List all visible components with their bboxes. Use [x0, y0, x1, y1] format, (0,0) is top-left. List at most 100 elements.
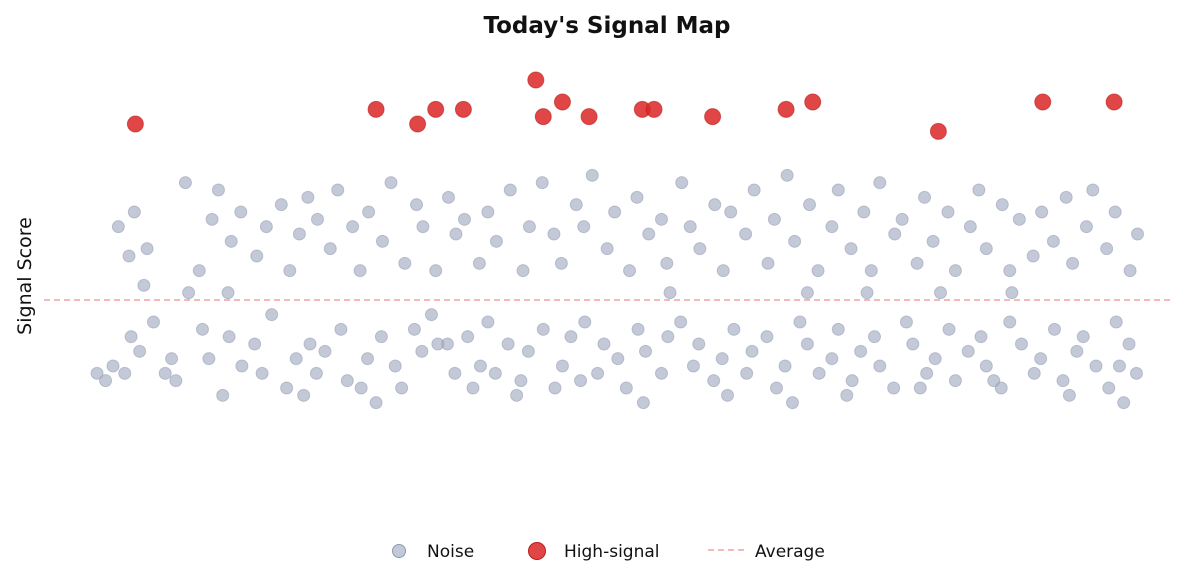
- noise-point: [660, 256, 674, 270]
- noise-point: [803, 198, 817, 212]
- legend-noise-marker: [392, 544, 406, 558]
- high-signal-point: [409, 115, 427, 133]
- noise-point: [429, 264, 443, 278]
- high-signal-point: [645, 100, 663, 118]
- noise-point: [265, 308, 279, 322]
- noise-point: [1129, 366, 1143, 380]
- noise-point: [577, 220, 591, 234]
- noise-point: [375, 234, 389, 248]
- noise-point: [1117, 396, 1131, 410]
- high-signal-point: [1034, 93, 1052, 111]
- noise-point: [1014, 337, 1028, 351]
- high-signal-point: [553, 93, 571, 111]
- noise-point: [424, 308, 438, 322]
- noise-point: [182, 286, 196, 300]
- noise-point: [416, 220, 430, 234]
- noise-point: [864, 264, 878, 278]
- noise-point: [860, 286, 874, 300]
- noise-point: [831, 183, 845, 197]
- noise-point: [831, 322, 845, 336]
- noise-point: [472, 256, 486, 270]
- noise-point: [221, 286, 235, 300]
- noise-point: [693, 242, 707, 256]
- noise-point: [1046, 234, 1060, 248]
- noise-point: [569, 198, 583, 212]
- noise-point: [481, 315, 495, 329]
- noise-point: [466, 381, 480, 395]
- noise-point: [415, 344, 429, 358]
- noise-point: [340, 374, 354, 388]
- noise-point: [974, 330, 988, 344]
- noise-point: [740, 366, 754, 380]
- noise-point: [844, 242, 858, 256]
- noise-point: [407, 322, 421, 336]
- noise-point: [778, 359, 792, 373]
- noise-point: [1034, 352, 1048, 366]
- noise-point: [354, 381, 368, 395]
- noise-point: [854, 344, 868, 358]
- noise-point: [873, 176, 887, 190]
- legend-average-label: Average: [755, 542, 825, 562]
- noise-point: [111, 220, 125, 234]
- high-signal-point: [454, 100, 472, 118]
- noise-point: [845, 374, 859, 388]
- noise-point: [895, 212, 909, 226]
- noise-point: [398, 256, 412, 270]
- noise-point: [793, 315, 807, 329]
- noise-point: [1122, 337, 1136, 351]
- noise-point: [90, 366, 104, 380]
- noise-point: [259, 220, 273, 234]
- high-signal-point: [704, 108, 722, 126]
- noise-point: [961, 344, 975, 358]
- noise-point: [707, 374, 721, 388]
- noise-point: [489, 234, 503, 248]
- noise-point: [250, 249, 264, 263]
- noise-point: [1109, 315, 1123, 329]
- noise-point: [146, 315, 160, 329]
- noise-point: [995, 198, 1009, 212]
- noise-point: [137, 278, 151, 292]
- noise-point: [222, 330, 236, 344]
- noise-point: [211, 183, 225, 197]
- legend-high-signal-marker: [528, 542, 546, 560]
- noise-point: [918, 190, 932, 204]
- noise-point: [608, 205, 622, 219]
- noise-point: [686, 359, 700, 373]
- noise-point: [1076, 330, 1090, 344]
- noise-point: [585, 168, 599, 182]
- noise-point: [724, 205, 738, 219]
- high-signal-point: [580, 108, 598, 126]
- noise-point: [374, 330, 388, 344]
- noise-point: [297, 388, 311, 402]
- noise-point: [473, 359, 487, 373]
- noise-point: [449, 227, 463, 241]
- noise-point: [574, 374, 588, 388]
- noise-point: [292, 227, 306, 241]
- noise-point: [747, 183, 761, 197]
- noise-point: [280, 381, 294, 395]
- noise-point: [941, 205, 955, 219]
- noise-point: [255, 366, 269, 380]
- noise-point: [1112, 359, 1126, 373]
- noise-point: [522, 220, 536, 234]
- noise-point: [745, 344, 759, 358]
- noise-point: [739, 227, 753, 241]
- noise-point: [630, 190, 644, 204]
- noise-point: [636, 396, 650, 410]
- noise-point: [503, 183, 517, 197]
- noise-point: [910, 256, 924, 270]
- noise-point: [461, 330, 475, 344]
- noise-point: [770, 381, 784, 395]
- noise-point: [384, 176, 398, 190]
- noise-point: [1012, 212, 1026, 226]
- noise-point: [169, 374, 183, 388]
- noise-point: [118, 366, 132, 380]
- noise-point: [124, 330, 138, 344]
- noise-point: [934, 286, 948, 300]
- noise-point: [812, 366, 826, 380]
- noise-point: [674, 315, 688, 329]
- noise-point: [388, 359, 402, 373]
- noise-point: [248, 337, 262, 351]
- noise-point: [899, 315, 913, 329]
